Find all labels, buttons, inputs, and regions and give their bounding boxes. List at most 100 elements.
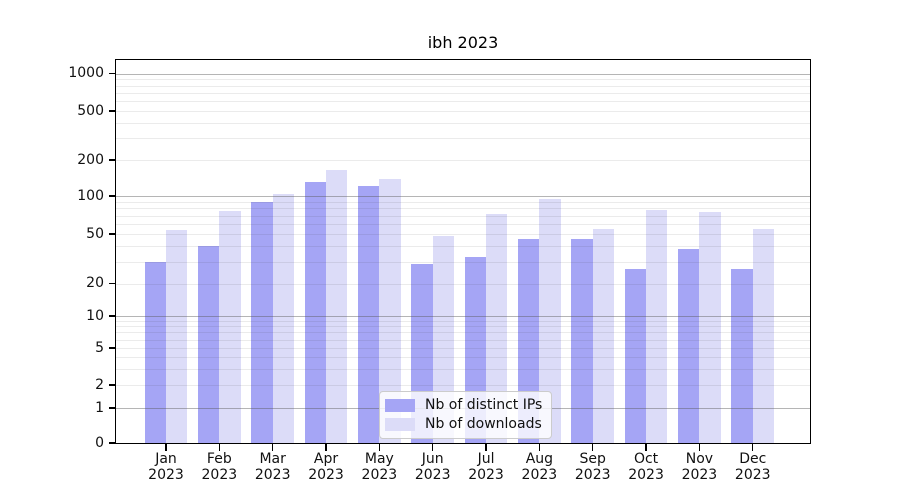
x-tick-label: Apr 2023 xyxy=(291,451,361,483)
y-tick-label: 1000 xyxy=(68,65,104,81)
y-tick-label: 2 xyxy=(95,376,104,393)
x-tick-label-year: 2023 xyxy=(254,466,291,483)
chart-title: ibh 2023 xyxy=(427,33,499,52)
bar-distinct-ips-dec xyxy=(731,269,753,443)
x-tick-mark xyxy=(485,443,487,451)
x-tick-mark xyxy=(645,443,647,451)
x-tick-label-month: Jun xyxy=(421,451,444,467)
bar-downloads-jul xyxy=(486,214,508,443)
gridline-major xyxy=(116,73,810,75)
x-tick-mark xyxy=(218,443,221,451)
x-tick-label-year: 2023 xyxy=(681,466,718,483)
x-tick-label-year: 2023 xyxy=(521,466,558,483)
x-tick-label-year: 2023 xyxy=(574,466,611,483)
legend: Nb of distinct IPs Nb of downloads xyxy=(379,391,553,439)
x-tick-label-month: Nov xyxy=(685,451,714,467)
x-tick-label: Oct 2023 xyxy=(611,451,681,483)
bar-distinct-ips-oct xyxy=(624,269,647,443)
y-tick-label: 500 xyxy=(77,102,104,119)
x-tick-mark xyxy=(271,443,274,451)
legend-entry: Nb of downloads xyxy=(385,416,542,432)
gridline-minor xyxy=(116,201,810,203)
x-tick-label-month: Sep xyxy=(579,451,606,467)
bar-distinct-ips-sep xyxy=(571,238,593,443)
bar-distinct-ips-apr xyxy=(304,182,327,443)
bar-downloads-may xyxy=(379,178,401,443)
legend-entry: Nb of distinct IPs xyxy=(385,397,542,413)
x-tick-label-year: 2023 xyxy=(734,466,771,483)
x-tick-label-year: 2023 xyxy=(414,466,451,483)
y-tick-mark xyxy=(108,159,116,161)
legend-swatch-downloads xyxy=(385,417,415,431)
gridline-minor xyxy=(116,92,810,94)
y-tick-mark xyxy=(108,72,116,75)
bar-downloads-nov xyxy=(699,211,721,443)
bar-downloads-apr xyxy=(326,170,348,443)
y-tick-label: 10 xyxy=(86,307,104,324)
x-tick-mark xyxy=(752,443,754,451)
x-tick-label-month: Apr xyxy=(313,451,339,467)
gridline-minor xyxy=(116,208,810,210)
bar-downloads-sep xyxy=(592,228,615,443)
gridline-minor xyxy=(116,111,810,112)
y-tick-label: 20 xyxy=(86,275,104,292)
bar-downloads-dec xyxy=(752,228,775,443)
x-tick-label-year: 2023 xyxy=(628,466,664,483)
x-tick-label-year: 2023 xyxy=(148,466,184,483)
plot-area: Nb of distinct IPs Nb of downloads xyxy=(116,60,810,443)
y-tick-mark xyxy=(108,195,116,197)
x-tick-label: Nov 2023 xyxy=(664,451,734,483)
x-tick-label-month: Feb xyxy=(206,451,232,467)
y-tick-mark xyxy=(108,315,116,317)
x-tick-mark xyxy=(378,443,381,451)
y-tick-label: 1 xyxy=(95,399,104,416)
bar-distinct-ips-jan xyxy=(144,261,166,443)
gridline-minor xyxy=(116,79,810,81)
x-tick-mark xyxy=(325,443,327,451)
y-tick-mark xyxy=(108,233,116,235)
x-tick-label: Jan 2023 xyxy=(131,451,201,483)
y-tick-mark xyxy=(108,347,116,349)
y-tick-mark xyxy=(108,384,116,386)
bar-downloads-jan xyxy=(166,229,188,443)
x-tick-label-month: Dec xyxy=(739,451,767,467)
x-tick-label-year: 2023 xyxy=(308,466,344,483)
legend-label: Nb of downloads xyxy=(425,416,542,432)
bar-downloads-oct xyxy=(646,209,668,443)
x-tick-label-month: Mar xyxy=(259,451,286,467)
y-tick-label: 200 xyxy=(77,151,104,168)
x-tick-label: May 2023 xyxy=(344,451,414,483)
x-tick-label-month: Jul xyxy=(477,451,495,467)
y-tick-label: 5 xyxy=(95,339,104,356)
x-tick-label-month: Jan xyxy=(155,451,177,467)
bar-downloads-mar xyxy=(272,194,294,443)
legend-swatch-distinct-ips xyxy=(385,398,415,412)
bar-downloads-aug xyxy=(539,199,561,443)
gridline-minor xyxy=(116,138,810,140)
x-tick-label: Dec 2023 xyxy=(718,451,788,483)
gridline-minor xyxy=(116,122,810,124)
bar-distinct-ips-nov xyxy=(678,248,700,443)
x-tick-label: Sep 2023 xyxy=(558,451,628,483)
gridline-minor xyxy=(116,101,810,103)
y-tick-label: 50 xyxy=(86,225,104,242)
gridline-major xyxy=(116,196,810,197)
bar-distinct-ips-mar xyxy=(251,202,273,443)
y-tick-mark xyxy=(108,407,116,409)
x-tick-mark xyxy=(538,443,541,451)
bar-distinct-ips-may xyxy=(358,186,380,443)
x-tick-mark xyxy=(165,443,167,451)
y-tick-mark xyxy=(108,442,116,444)
x-tick-label: Aug 2023 xyxy=(504,451,574,483)
y-tick-label: 0 xyxy=(95,434,104,451)
x-tick-label: Jul 2023 xyxy=(451,451,521,483)
x-tick-label: Mar 2023 xyxy=(238,451,308,483)
x-tick-mark xyxy=(698,443,701,451)
x-tick-label-year: 2023 xyxy=(201,466,238,483)
gridline-minor xyxy=(116,85,810,87)
x-tick-mark xyxy=(432,443,434,451)
bar-downloads-feb xyxy=(219,211,241,443)
legend-label: Nb of distinct IPs xyxy=(425,397,543,413)
gridline-minor xyxy=(116,160,810,161)
